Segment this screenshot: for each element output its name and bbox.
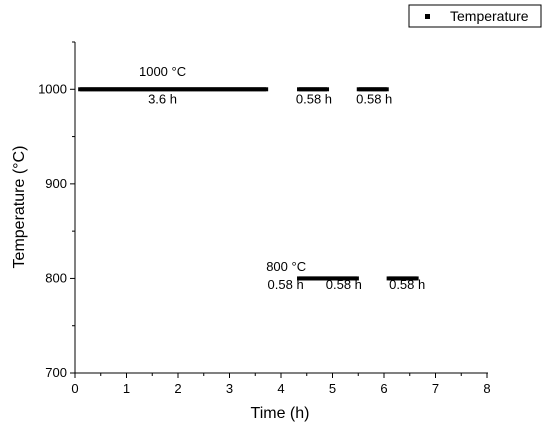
data-segment [326,276,359,281]
x-tick-label: 3 [226,381,233,396]
x-tick-label: 0 [71,381,78,396]
data-point [325,87,330,92]
annotation-label: 800 °C [266,259,306,274]
data-segment [297,87,330,92]
data-point [124,87,129,92]
data-point [264,87,269,92]
annotation-label: 0.58 h [326,277,362,292]
x-tick-label: 5 [329,381,336,396]
axes: 0 1 2 3 4 5 6 7 8 700 800 900 1000 [38,41,491,396]
annotation-label: 0.58 h [389,277,425,292]
annotation-label: 0.58 h [296,91,332,106]
legend-marker [425,14,430,19]
data-point [384,87,389,92]
annotation-label: 0.58 h [356,91,392,106]
x-tick-label: 8 [483,381,490,396]
y-axis-title: Temperature (°C) [11,146,28,269]
plot-area [78,87,419,281]
annotations: 1000 °C 3.6 h 0.58 h 0.58 h 800 °C 0.58 h 0.58… [139,64,425,292]
x-tick-label: 1 [123,381,130,396]
legend-label: Temperature [450,8,529,24]
data-segment [356,87,389,92]
data-segment [386,276,419,281]
x-tick-label: 2 [174,381,181,396]
x-tick-label: 7 [432,381,439,396]
y-tick-label: 800 [45,270,67,285]
legend-box [408,4,542,28]
annotation-label: 1000 °C [139,64,186,79]
data-segment [297,276,330,281]
x-axis-title: Time (h) [251,405,310,422]
annotation-label: 0.58 h [268,277,304,292]
annotation-label: 3.6 h [148,91,177,106]
y-tick-label: 700 [45,365,67,380]
data-segment [78,87,269,92]
x-tick-label: 4 [277,381,284,396]
y-tick-label: 1000 [38,81,67,96]
x-tick-label: 6 [380,381,387,396]
legend: Temperature [408,4,542,28]
data-point [354,276,359,281]
y-tick-label: 900 [45,176,67,191]
data-point [414,276,419,281]
